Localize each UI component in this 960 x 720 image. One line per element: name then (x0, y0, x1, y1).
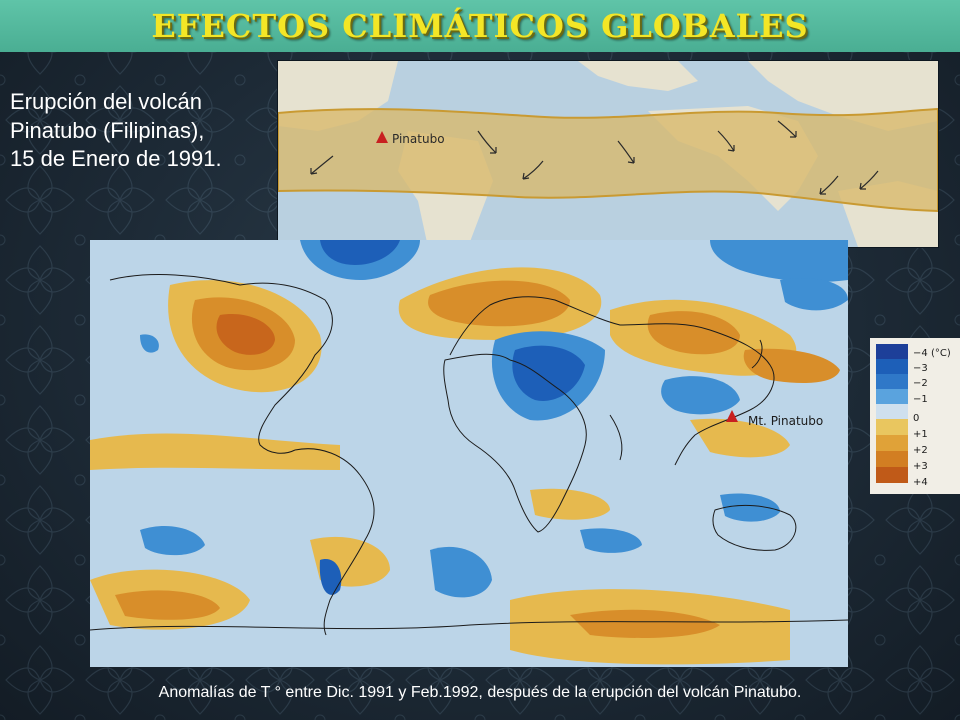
anomaly-volcano-label: Mt. Pinatubo (748, 414, 823, 428)
temperature-legend: −4 (°C) −3 −2 −1 0 +1 +2 +3 +4 (870, 338, 960, 494)
warm-anomaly-regions (90, 267, 840, 665)
legend-swatch-minus3 (876, 359, 908, 374)
slide-title: EFECTOS CLIMÁTICOS GLOBALES (151, 7, 809, 45)
legend-label-minus4: −4 (°C) (913, 348, 951, 359)
wind-arrows (310, 120, 879, 195)
figure-caption: Anomalías de T ° entre Dic. 1991 y Feb.1… (158, 684, 802, 701)
volcano-marker-icon (376, 131, 388, 143)
legend-label-minus1: −1 (913, 394, 928, 405)
title-bar: EFECTOS CLIMÁTICOS GLOBALES (0, 0, 960, 52)
legend-label-plus2: +2 (913, 445, 928, 456)
mt-pinatubo-marker-icon (726, 410, 738, 422)
legend-label-plus1: +1 (913, 429, 928, 440)
legend-swatch-plus1 (876, 419, 908, 435)
legend-swatch-minus1 (876, 389, 908, 404)
legend-swatch-plus4 (876, 467, 908, 483)
legend-swatch-plus2 (876, 435, 908, 451)
cool-anomaly-regions (140, 240, 848, 598)
coastlines (90, 274, 848, 636)
aerosol-band (278, 107, 938, 213)
eruption-intro-text: Erupción del volcán Pinatubo (Filipinas)… (10, 88, 272, 174)
legend-label-minus2: −2 (913, 378, 928, 389)
legend-swatch-minus4 (876, 344, 908, 359)
intro-line-2: Pinatubo (Filipinas), (10, 117, 205, 143)
intro-line-3: 15 de Enero de 1991. (10, 146, 222, 172)
aerosol-band-map: Pinatubo (277, 60, 939, 248)
band-map-land (578, 61, 698, 91)
legend-label-plus4: +4 (913, 477, 928, 488)
temperature-anomaly-map: Mt. Pinatubo (90, 240, 848, 667)
legend-unit: (°C) (930, 348, 951, 359)
legend-label-minus3: −3 (913, 363, 928, 374)
legend-swatch-plus3 (876, 451, 908, 467)
legend-swatch-zero (876, 404, 908, 419)
legend-label-plus3: +3 (913, 461, 928, 472)
legend-label-zero: 0 (913, 413, 920, 424)
intro-line-1: Erupción del volcán (10, 89, 203, 114)
band-volcano-label: Pinatubo (392, 132, 445, 146)
legend-swatch-minus2 (876, 374, 908, 389)
